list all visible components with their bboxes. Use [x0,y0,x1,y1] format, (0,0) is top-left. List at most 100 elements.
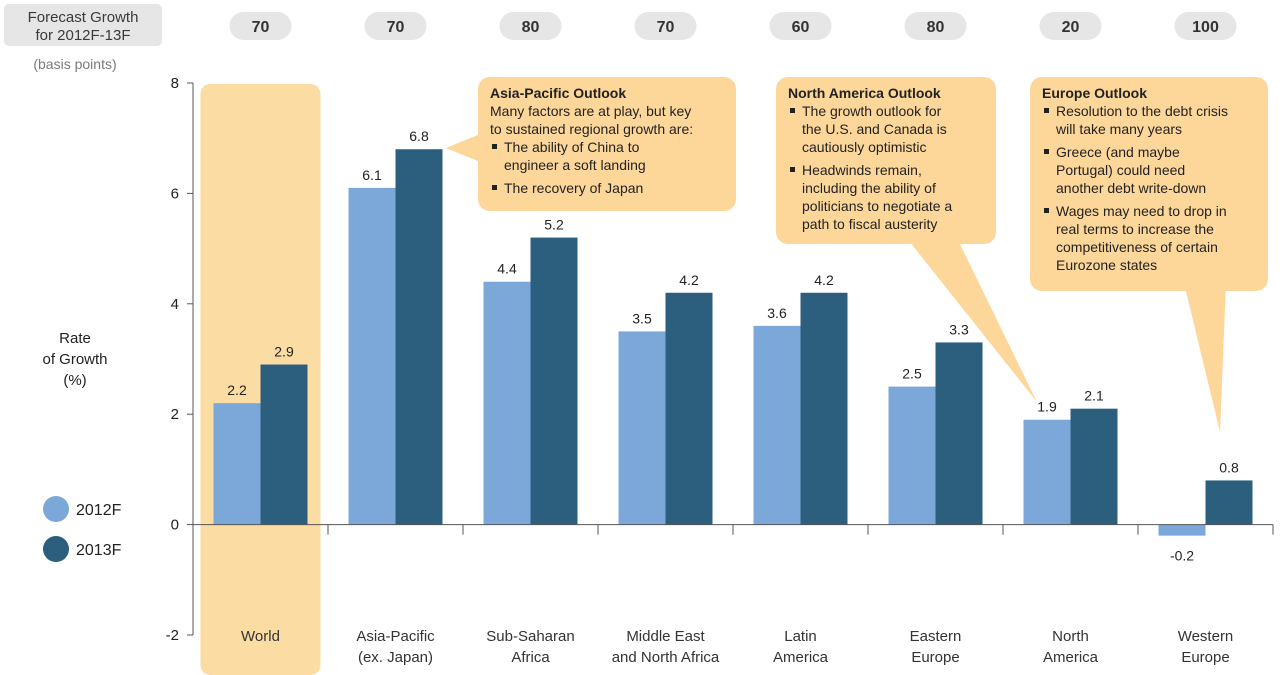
value-label-2013F: 6.8 [409,128,429,144]
value-label-2013F: 4.2 [679,272,699,288]
y-tick-label: 0 [171,517,179,534]
callout-eu-pointer [1184,283,1226,432]
basis-point-pill-label: 100 [1192,19,1219,36]
callout-eu-bullet: Portugal) could need [1056,162,1185,178]
basis-point-pill [499,12,562,40]
callout-eu-bullet: Greece (and maybe [1056,144,1180,160]
callout-asia-bullet: The recovery of Japan [504,180,643,196]
basis-points-note: (basis points) [33,56,116,72]
basis-point-pill-label: 70 [657,19,675,36]
category-label: Europe [1181,649,1229,666]
y-axis-title-line1: Rate [59,330,91,347]
bullet-icon [790,167,795,172]
value-label-2013F: 0.8 [1219,459,1239,475]
callout-eu-bullet: Wages may need to drop in [1056,203,1227,219]
basis-point-pill-label: 20 [1062,19,1080,36]
bullet-icon [790,108,795,113]
callout-asia [478,77,736,211]
basis-point-pill [364,12,427,40]
value-label-2013F: 4.2 [814,272,834,288]
basis-point-pill-label: 60 [792,19,810,36]
y-tick-label: 6 [171,185,179,202]
basis-point-pill-label: 80 [522,19,540,36]
basis-point-pill-label: 70 [252,19,270,36]
basis-point-pill [229,12,292,40]
bar-2013F [935,342,983,525]
value-label-2012F: 3.6 [767,305,787,321]
y-tick-label: 8 [171,75,179,92]
forecast-label-line2: for 2012F-13F [35,27,130,44]
bar-2013F [395,149,443,525]
value-label-2012F: 2.2 [227,382,247,398]
y-axis-title-line2: of Growth [42,351,107,368]
legend-label-2013F: 2013F [76,542,122,559]
category-label: Eastern [910,628,962,645]
bar-2012F [753,325,801,525]
y-axis-title-line3: (%) [63,372,86,389]
callout-eu-bullet: another debt write-down [1056,180,1206,196]
bar-2013F [800,292,848,525]
callouts: Asia-Pacific Outlook Many factors are at … [446,77,1268,432]
category-label: Latin [784,628,817,645]
callout-asia-intro: to sustained regional growth are: [490,121,693,137]
value-label-2013F: 2.9 [274,344,294,360]
value-label-2013F: 2.1 [1084,388,1104,404]
bullet-icon [1044,108,1049,113]
callout-na-bullet: path to fiscal austerity [802,216,937,232]
bar-2012F [1023,419,1071,525]
value-labels: 2.2 6.1 4.4 3.5 3.6 2.5 1.9 -0.2 2.9 6.8 5.2 4.2 4.2… [227,128,1239,563]
callout-asia-bullet: engineer a soft landing [504,157,646,173]
forecast-label-box [4,4,162,46]
callout-na-bullet: cautiously optimistic [802,139,927,155]
bar-2013F [665,292,713,525]
legend-swatch-2013F [43,536,69,562]
callout-asia-pointer [446,130,490,166]
basis-point-pills: 70 70 80 70 60 80 20 100 [229,12,1237,40]
bullet-icon [492,185,497,190]
category-label: America [1043,649,1099,666]
bar-2012F [348,187,396,525]
category-label: Western [1178,628,1234,645]
category-label: Sub-Saharan [486,628,574,645]
bar-2013F [1070,408,1118,525]
bullet-icon [1044,149,1049,154]
callout-asia-intro: Many factors are at play, but key [490,103,691,119]
callout-na [776,77,996,244]
bullet-icon [492,144,497,149]
callout-eu-bullet: competitiveness of certain [1056,239,1218,255]
x-axis: World Asia-Pacific (ex. Japan) Sub-Saharan A… [193,524,1274,666]
callout-na-pointer [905,236,1037,402]
bar-2013F [1205,480,1253,525]
value-label-2012F: 3.5 [632,310,652,326]
basis-point-pill [904,12,967,40]
category-label: Middle East [626,628,705,645]
legend: 2012F 2013F [43,496,122,562]
bar-2012F [888,386,936,525]
value-label-2012F: 6.1 [362,167,382,183]
y-tick-label: 2 [171,406,179,423]
legend-label-2012F: 2012F [76,502,122,519]
callout-na-bullet: including the ability of [802,180,936,196]
category-label: (ex. Japan) [358,649,433,666]
callout-na-title: North America Outlook [788,85,941,101]
basis-point-pill-label: 80 [927,19,945,36]
category-label: Africa [511,649,550,666]
y-axis: -2 0 2 4 6 8 [166,75,194,644]
basis-point-pill-label: 70 [387,19,405,36]
y-tick-label: 4 [171,296,179,313]
basis-point-pill [769,12,832,40]
callout-na-bullet: politicians to negotiate a [802,198,952,214]
value-label-2012F: 1.9 [1037,399,1057,415]
bar-2012F [213,403,261,525]
callout-eu-bullet: real terms to increase the [1056,221,1214,237]
bar-2013F [530,237,578,525]
basis-point-pill [1039,12,1102,40]
bar-2013F [260,364,308,525]
callout-na-bullet: Headwinds remain, [802,162,922,178]
callout-na-bullet: the U.S. and Canada is [802,121,947,137]
forecast-label-line1: Forecast Growth [28,9,139,26]
value-label-2012F: -0.2 [1170,548,1194,564]
bar-series [213,149,1253,536]
bar-2012F [483,281,531,525]
callout-asia-title: Asia-Pacific Outlook [490,85,626,101]
